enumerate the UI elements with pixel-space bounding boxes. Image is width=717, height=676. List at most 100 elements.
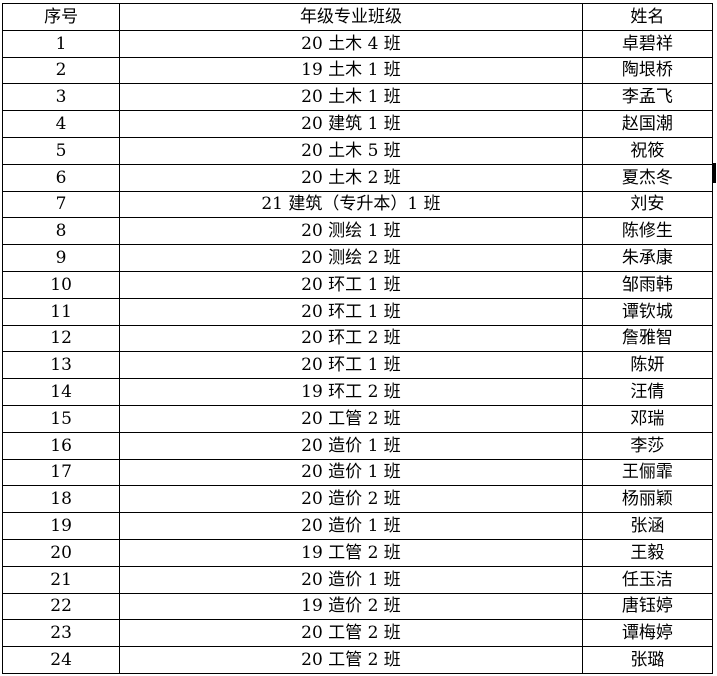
cell-class: 20 土木 4 班 xyxy=(119,29,583,58)
cell-name: 任玉洁 xyxy=(581,565,714,594)
cell-class: 20 土木 2 班 xyxy=(119,163,583,192)
cell-name: 祝筱 xyxy=(581,136,714,165)
table-row: 24 20 工管 2 班张璐 xyxy=(1,646,714,674)
table-row: 11 20 环工 1 班谭钦城 xyxy=(1,297,714,326)
cell-class: 20 测绘 2 班 xyxy=(119,244,583,272)
cell-index: 1 xyxy=(1,29,121,58)
table-row: 2 19 土木 1 班陶垠桥 xyxy=(1,56,714,85)
cell-index: 12 xyxy=(1,324,121,353)
cell-class: 20 工管 2 班 xyxy=(119,619,583,648)
cell-index: 23 xyxy=(1,619,121,648)
cell-name: 陈修生 xyxy=(581,217,714,246)
cell-class: 20 造价 1 班 xyxy=(119,565,583,594)
table-row: 21 20 造价 1 班任玉洁 xyxy=(1,565,714,594)
cell-class: 20 造价 1 班 xyxy=(119,512,583,540)
cell-name: 唐钰婷 xyxy=(581,592,714,621)
cell-class: 20 造价 1 班 xyxy=(119,431,583,460)
cell-name: 陈妍 xyxy=(581,351,714,380)
cell-class: 20 土木 1 班 xyxy=(119,83,583,112)
cell-name: 李孟飞 xyxy=(581,83,714,112)
table-row: 3 20 土木 1 班李孟飞 xyxy=(1,83,714,112)
cell-name: 邹雨韩 xyxy=(581,270,714,299)
cell-name: 刘安 xyxy=(581,190,714,219)
cell-name: 汪倩 xyxy=(581,378,714,406)
cell-index: 20 xyxy=(1,538,121,567)
cell-index: 19 xyxy=(1,512,121,540)
table-row: 1 20 土木 4 班卓碧祥 xyxy=(1,29,714,58)
cell-name: 张涵 xyxy=(581,512,714,540)
table-row: 9 20 测绘 2 班朱承康 xyxy=(1,244,714,272)
table-row: 5 20 土木 5 班祝筱 xyxy=(1,136,714,165)
table-row: 19 20 造价 1 班张涵 xyxy=(1,512,714,540)
cell-class: 20 工管 2 班 xyxy=(119,646,583,674)
table-row: 6 20 土木 2 班夏杰冬 xyxy=(1,163,714,192)
cell-index: 10 xyxy=(1,270,121,299)
cell-class: 19 环工 2 班 xyxy=(119,378,583,406)
cell-name: 赵国潮 xyxy=(581,110,714,138)
cell-index: 18 xyxy=(1,485,121,514)
cell-class: 20 环工 1 班 xyxy=(119,270,583,299)
table-row: 8 20 测绘 1 班陈修生 xyxy=(1,217,714,246)
cell-index: 15 xyxy=(1,404,121,433)
cell-class: 21 建筑（专升本）1 班 xyxy=(119,190,583,219)
student-table: 序号 年级专业班级 姓名 1 20 土木 4 班卓碧祥 2 19 土木 1 班陶垠桥 3… xyxy=(1,3,714,674)
cell-name: 谭钦城 xyxy=(581,297,714,326)
table-row: 15 20 工管 2 班邓瑞 xyxy=(1,404,714,433)
cell-class: 19 土木 1 班 xyxy=(119,56,583,85)
header-class: 年级专业班级 xyxy=(119,3,583,31)
cell-index: 8 xyxy=(1,217,121,246)
header-row: 序号 年级专业班级 姓名 xyxy=(1,3,714,31)
cell-class: 20 造价 2 班 xyxy=(119,485,583,514)
cell-index: 22 xyxy=(1,592,121,621)
cell-name: 詹雅智 xyxy=(581,324,714,353)
cell-name: 张璐 xyxy=(581,646,714,674)
cell-index: 13 xyxy=(1,351,121,380)
cell-index: 4 xyxy=(1,110,121,138)
cell-name: 王俪霏 xyxy=(581,458,714,487)
table-row: 23 20 工管 2 班谭梅婷 xyxy=(1,619,714,648)
cell-index: 6 xyxy=(1,163,121,192)
cell-index: 14 xyxy=(1,378,121,406)
cell-name: 李莎 xyxy=(581,431,714,460)
table-row: 10 20 环工 1 班邹雨韩 xyxy=(1,270,714,299)
cell-name: 王毅 xyxy=(581,538,714,567)
header-index: 序号 xyxy=(1,3,121,31)
cell-name: 邓瑞 xyxy=(581,404,714,433)
table-row: 17 20 造价 1 班王俪霏 xyxy=(1,458,714,487)
cell-name: 陶垠桥 xyxy=(581,56,714,85)
cell-class: 20 造价 1 班 xyxy=(119,458,583,487)
cell-class: 20 土木 5 班 xyxy=(119,136,583,165)
cell-index: 17 xyxy=(1,458,121,487)
cell-name: 夏杰冬 xyxy=(581,163,714,192)
cell-index: 16 xyxy=(1,431,121,460)
cell-name: 杨丽颖 xyxy=(581,485,714,514)
cell-index: 9 xyxy=(1,244,121,272)
table-row: 16 20 造价 1 班李莎 xyxy=(1,431,714,460)
table-row: 12 20 环工 2 班詹雅智 xyxy=(1,324,714,353)
header-name: 姓名 xyxy=(581,3,714,31)
cell-index: 2 xyxy=(1,56,121,85)
cell-class: 20 工管 2 班 xyxy=(119,404,583,433)
table-row: 4 20 建筑 1 班赵国潮 xyxy=(1,110,714,138)
table-row: 22 19 造价 2 班唐钰婷 xyxy=(1,592,714,621)
cell-name: 卓碧祥 xyxy=(581,29,714,58)
cell-class: 20 测绘 1 班 xyxy=(119,217,583,246)
table-row: 18 20 造价 2 班杨丽颖 xyxy=(1,485,714,514)
table-row: 7 21 建筑（专升本）1 班刘安 xyxy=(1,190,714,219)
cell-name: 谭梅婷 xyxy=(581,619,714,648)
text-cursor xyxy=(713,163,716,183)
table-row: 13 20 环工 1 班陈妍 xyxy=(1,351,714,380)
cell-class: 19 工管 2 班 xyxy=(119,538,583,567)
cell-class: 19 造价 2 班 xyxy=(119,592,583,621)
cell-index: 11 xyxy=(1,297,121,326)
table-row: 14 19 环工 2 班汪倩 xyxy=(1,378,714,406)
cell-class: 20 环工 2 班 xyxy=(119,324,583,353)
cell-index: 7 xyxy=(1,190,121,219)
cell-index: 24 xyxy=(1,646,121,674)
cell-class: 20 环工 1 班 xyxy=(119,297,583,326)
cell-index: 5 xyxy=(1,136,121,165)
table-row: 20 19 工管 2 班王毅 xyxy=(1,538,714,567)
cell-class: 20 建筑 1 班 xyxy=(119,110,583,138)
cell-index: 3 xyxy=(1,83,121,112)
cell-name: 朱承康 xyxy=(581,244,714,272)
